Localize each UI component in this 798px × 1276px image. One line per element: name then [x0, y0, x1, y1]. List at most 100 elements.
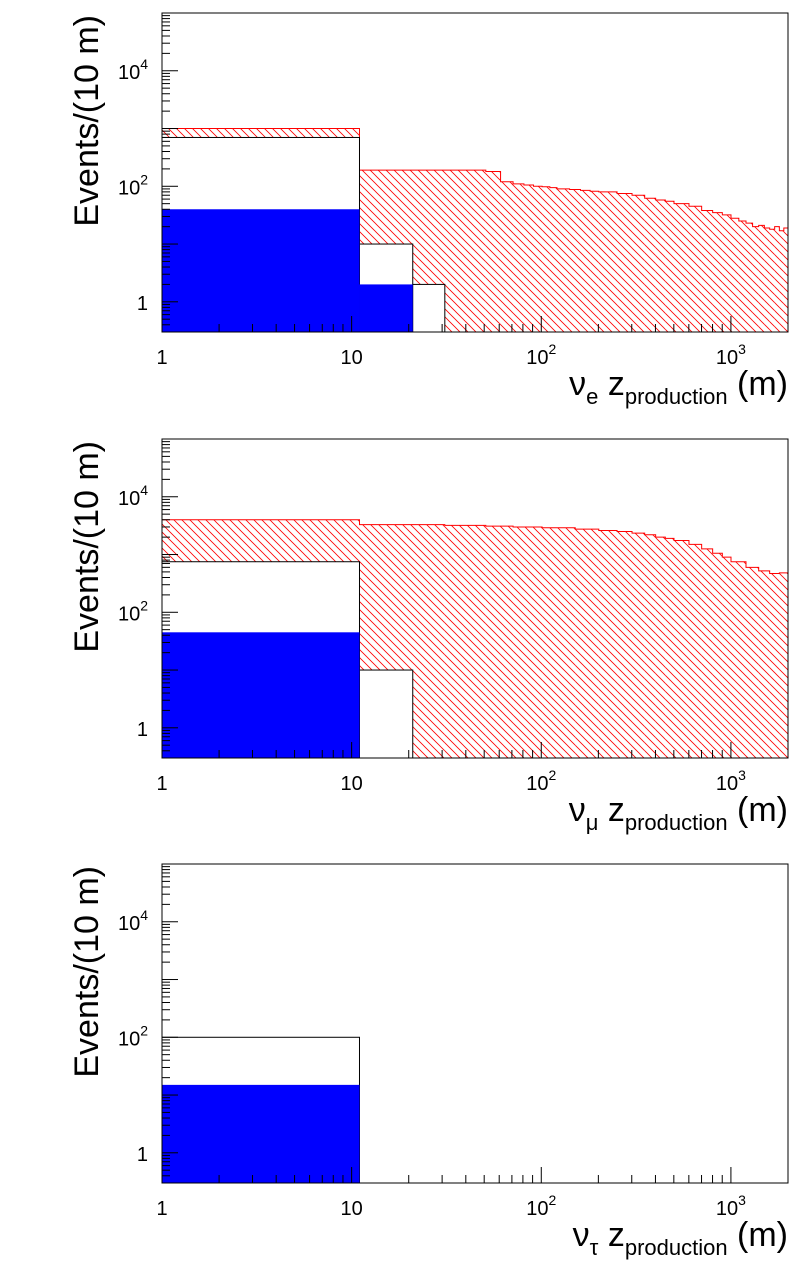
hist-bin — [701, 548, 713, 758]
y-tick-label: 1 — [137, 1144, 148, 1166]
hist-bin — [359, 284, 413, 332]
hist-step-line — [162, 519, 788, 758]
hist-bin — [774, 226, 780, 332]
chart-panel-nu-e: 1 102 104 1 10 102 103 Events/(10 m) νe zproduct… — [0, 0, 798, 425]
hist-bin — [783, 227, 788, 332]
x-axis-title: νμ zproduction (m) — [569, 791, 788, 835]
hist-bin — [358, 669, 414, 758]
x-axis-title: νe zproduction (m) — [569, 365, 788, 409]
hist-bin — [712, 553, 723, 758]
chart-panel-nu-tau: 1 102 104 1 10 102 103 Events/(10 m) ντ zproduct… — [0, 851, 798, 1276]
hist-bin — [575, 529, 599, 758]
x-tick-label: 103 — [716, 1192, 746, 1220]
hist-bin — [632, 533, 645, 758]
y-tick-label: 104 — [118, 482, 148, 510]
y-tick-label: 104 — [118, 907, 148, 935]
x-tick-label: 102 — [526, 767, 556, 795]
y-tick-label: 1 — [137, 293, 148, 315]
hist-bin — [162, 1084, 360, 1183]
hist-bin — [598, 530, 618, 758]
hist-bin — [779, 230, 784, 332]
y-tick-label: 1 — [137, 719, 148, 741]
hist-bin — [712, 212, 723, 332]
hist-bin — [533, 186, 543, 332]
x-tick-label: 102 — [526, 341, 556, 369]
plot-area — [162, 1036, 360, 1183]
hist-bin — [590, 191, 599, 332]
hist-bin — [162, 632, 360, 758]
hist-bin — [730, 561, 746, 758]
hist-bin — [758, 570, 770, 758]
hist-bin — [745, 223, 753, 332]
x-tick-label: 1 — [156, 347, 167, 369]
y-axis-title: Events/(10 m) — [68, 15, 106, 227]
y-tick-label: 104 — [118, 56, 148, 84]
hist-bin — [556, 188, 570, 332]
hist-bin — [598, 191, 618, 332]
hist-bin — [412, 283, 446, 332]
hist-bin — [617, 531, 633, 758]
hist-bin — [655, 537, 666, 758]
hist-bin — [752, 226, 759, 332]
hist-step-line — [162, 128, 788, 332]
hist-bin — [764, 227, 770, 332]
hist-bin — [688, 544, 702, 758]
hist-bin — [513, 183, 524, 332]
hist-bin — [745, 567, 759, 758]
hist-bin — [722, 557, 731, 758]
x-tick-label: 10 — [341, 1198, 363, 1220]
hist-bin — [758, 225, 765, 332]
hist-bin — [444, 525, 486, 758]
hist-bin — [580, 190, 591, 332]
x-tick-label: 1 — [156, 1198, 167, 1220]
x-tick-label: 102 — [526, 1192, 556, 1220]
hist-bin — [632, 195, 645, 332]
hist-bin — [769, 229, 775, 332]
series-blue-filled — [162, 1084, 360, 1183]
hist-bin — [500, 181, 514, 332]
series-blue-filled — [162, 632, 360, 758]
hist-bin — [665, 201, 674, 332]
x-axis-title: ντ zproduction (m) — [573, 1216, 788, 1260]
hist-bin — [549, 187, 557, 332]
hist-bin — [485, 171, 501, 332]
series-blue-filled — [162, 209, 413, 332]
chart-svg-nu-e: 1 102 104 1 10 102 103 Events/(10 m) νe zproduct… — [68, 12, 789, 409]
chart-svg-nu-tau: 1 102 104 1 10 102 103 Events/(10 m) ντ zproduct… — [68, 863, 789, 1260]
hist-bin — [730, 218, 739, 332]
hist-bin — [673, 540, 689, 758]
hist-bin — [542, 527, 576, 758]
x-tick-label: 10 — [341, 773, 363, 795]
hist-bin — [644, 534, 656, 758]
hist-bin — [722, 214, 731, 332]
y-tick-label: 102 — [118, 1022, 148, 1050]
hist-bin — [655, 199, 666, 332]
hist-bin — [569, 189, 581, 332]
hist-bin — [665, 538, 674, 758]
y-axis-title: Events/(10 m) — [68, 441, 106, 653]
plot-area — [162, 519, 788, 758]
x-tick-label: 103 — [716, 341, 746, 369]
x-tick-label: 103 — [716, 767, 746, 795]
hist-bin — [688, 206, 702, 332]
hist-bin — [542, 186, 550, 332]
chart-panel-nu-mu: 1 102 104 1 10 102 103 Events/(10 m) νμ zproduct… — [0, 426, 798, 851]
plot-area — [162, 128, 788, 332]
hist-bin — [779, 572, 788, 758]
hist-bin — [617, 193, 633, 332]
hist-bin — [513, 526, 543, 758]
plot-frame — [161, 12, 789, 333]
x-tick-label: 1 — [156, 773, 167, 795]
hist-bin — [769, 573, 780, 758]
y-tick-label: 102 — [118, 171, 148, 199]
hist-bin — [162, 209, 360, 332]
hist-bin — [644, 198, 656, 332]
hist-bin — [673, 203, 689, 332]
hist-bin — [523, 185, 534, 332]
hist-bin — [701, 210, 713, 332]
chart-svg-nu-mu: 1 102 104 1 10 102 103 Events/(10 m) νμ zproduct… — [68, 438, 789, 835]
plot-frame — [161, 863, 789, 1184]
hist-bin — [738, 221, 746, 332]
y-tick-label: 102 — [118, 597, 148, 625]
x-tick-label: 10 — [341, 347, 363, 369]
